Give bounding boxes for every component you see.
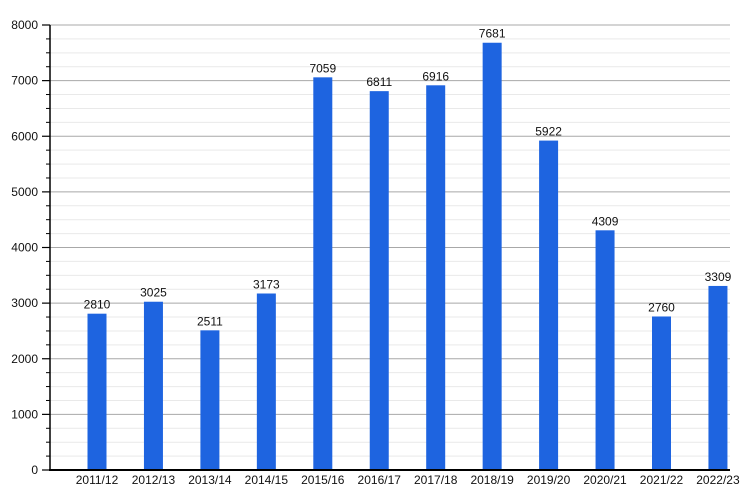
x-axis-label: 2015/16 xyxy=(301,473,345,487)
x-axis-label: 2018/19 xyxy=(470,473,514,487)
x-axis-label: 2022/23 xyxy=(696,473,740,487)
y-axis-label: 4000 xyxy=(11,241,38,255)
bar xyxy=(369,91,389,470)
bar xyxy=(313,77,333,470)
value-label: 4309 xyxy=(592,214,619,228)
value-label: 2511 xyxy=(197,314,223,328)
bar xyxy=(708,285,728,470)
value-label: 6811 xyxy=(366,75,392,89)
y-axis-label: 2000 xyxy=(11,352,38,366)
bar xyxy=(143,301,163,470)
bar xyxy=(539,140,559,470)
value-label: 6916 xyxy=(422,69,449,83)
bar xyxy=(256,293,276,470)
y-axis-label: 1000 xyxy=(11,407,38,421)
x-axis-label: 2017/18 xyxy=(414,473,458,487)
bar xyxy=(87,313,107,470)
x-axis-label: 2011/12 xyxy=(76,473,119,487)
bar xyxy=(652,316,671,470)
y-axis-label: 0 xyxy=(31,463,38,477)
bar xyxy=(426,85,446,471)
value-label: 2810 xyxy=(84,298,111,312)
y-axis-label: 6000 xyxy=(11,129,38,143)
x-axis-label: 2021/22 xyxy=(640,473,684,487)
x-axis-label: 2012/13 xyxy=(132,473,176,487)
value-label: 3025 xyxy=(140,286,167,300)
y-axis-label: 3000 xyxy=(11,296,38,310)
x-axis-label: 2016/17 xyxy=(358,473,402,487)
x-axis-label: 2014/15 xyxy=(245,473,289,487)
bar xyxy=(595,230,615,470)
y-axis-label: 8000 xyxy=(11,18,38,32)
value-label: 7681 xyxy=(479,27,506,41)
y-axis-label: 5000 xyxy=(11,185,38,199)
bar xyxy=(200,330,220,470)
value-label: 5922 xyxy=(535,125,562,139)
bar xyxy=(482,42,502,471)
value-label: 3173 xyxy=(253,278,280,292)
x-axis-label: 2013/14 xyxy=(188,473,232,487)
x-axis-label: 2020/21 xyxy=(583,473,627,487)
value-label: 2760 xyxy=(648,300,675,314)
y-axis-label: 7000 xyxy=(11,74,38,88)
value-label: 3309 xyxy=(705,270,732,284)
x-axis-label: 2019/20 xyxy=(527,473,571,487)
value-label: 7059 xyxy=(309,61,336,75)
